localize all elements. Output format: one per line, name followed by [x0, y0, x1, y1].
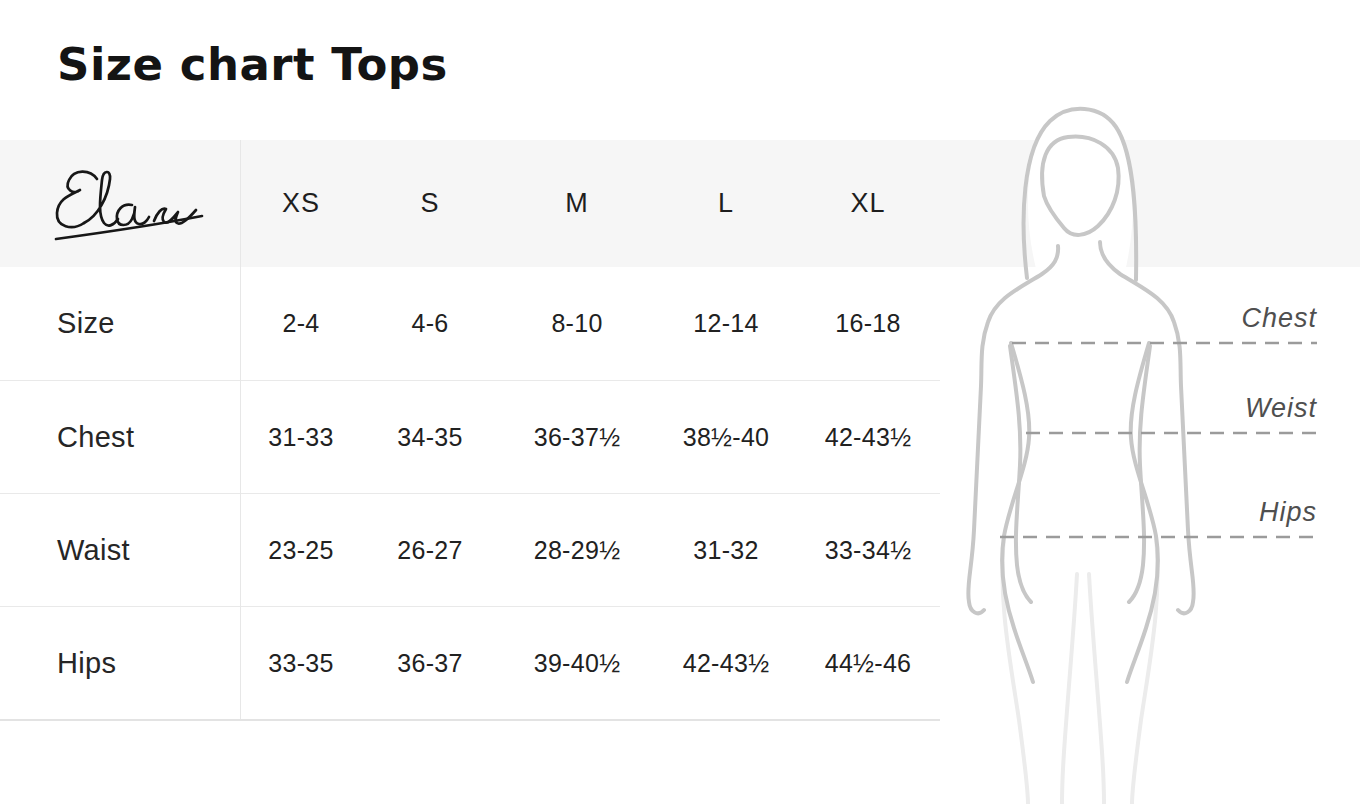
- cell-hips-m: 39-40½: [498, 607, 656, 720]
- cell-hips-xl: 44½-46: [796, 607, 940, 720]
- label-column-divider: [240, 140, 241, 720]
- cell-size-xl: 16-18: [796, 267, 940, 380]
- cell-chest-s: 34-35: [362, 381, 498, 494]
- row-label-chest: Chest: [0, 381, 240, 494]
- cell-waist-xl: 33-34½: [796, 494, 940, 607]
- page-title: Size chart Tops: [57, 38, 448, 91]
- hips-measurement-label: Hips: [1259, 497, 1317, 527]
- cell-size-xs: 2-4: [240, 267, 362, 380]
- row-cells: 31-33 34-35 36-37½ 38½-40 42-43½: [240, 381, 940, 494]
- column-header-m: M: [498, 140, 656, 267]
- row-label-hips: Hips: [0, 607, 240, 720]
- row-label-waist: Waist: [0, 494, 240, 607]
- column-header-l: L: [656, 140, 796, 267]
- cell-chest-m: 36-37½: [498, 381, 656, 494]
- signature-stroke-a: [117, 205, 149, 225]
- column-header-xl: XL: [796, 140, 940, 267]
- cell-chest-xs: 31-33: [240, 381, 362, 494]
- body-measurement-figure: Chest Weist Hips: [940, 100, 1360, 804]
- cell-size-l: 12-14: [656, 267, 796, 380]
- cell-waist-xs: 23-25: [240, 494, 362, 607]
- waist-measurement-label: Weist: [1245, 393, 1318, 423]
- cell-waist-l: 31-32: [656, 494, 796, 607]
- table-row-waist: Waist 23-25 26-27 28-29½ 31-32 33-34½: [0, 493, 940, 607]
- column-header-xs: XS: [240, 140, 362, 267]
- table-bottom-rule: [0, 719, 940, 721]
- cell-hips-s: 36-37: [362, 607, 498, 720]
- column-header-s: S: [362, 140, 498, 267]
- cell-waist-s: 26-27: [362, 494, 498, 607]
- row-label-size: Size: [0, 267, 240, 380]
- cell-chest-l: 38½-40: [656, 381, 796, 494]
- table-row-chest: Chest 31-33 34-35 36-37½ 38½-40 42-43½: [0, 380, 940, 494]
- table-row-hips: Hips 33-35 36-37 39-40½ 42-43½ 44½-46: [0, 606, 940, 720]
- cell-size-s: 4-6: [362, 267, 498, 380]
- row-cells: 33-35 36-37 39-40½ 42-43½ 44½-46: [240, 607, 940, 720]
- cell-chest-xl: 42-43½: [796, 381, 940, 494]
- figure-silhouette-fill: [968, 110, 1192, 804]
- row-cells: 23-25 26-27 28-29½ 31-32 33-34½: [240, 494, 940, 607]
- size-columns-header-row: XS S M L XL: [240, 140, 940, 267]
- cell-waist-m: 28-29½: [498, 494, 656, 607]
- cell-hips-xs: 33-35: [240, 607, 362, 720]
- cell-size-m: 8-10: [498, 267, 656, 380]
- chest-measurement-label: Chest: [1241, 303, 1317, 333]
- table-row-size: Size 2-4 4-6 8-10 12-14 16-18: [0, 267, 940, 380]
- cell-hips-l: 42-43½: [656, 607, 796, 720]
- row-cells: 2-4 4-6 8-10 12-14 16-18: [240, 267, 940, 380]
- brand-logo-elan: [50, 163, 210, 251]
- signature-stroke-l: [84, 172, 118, 226]
